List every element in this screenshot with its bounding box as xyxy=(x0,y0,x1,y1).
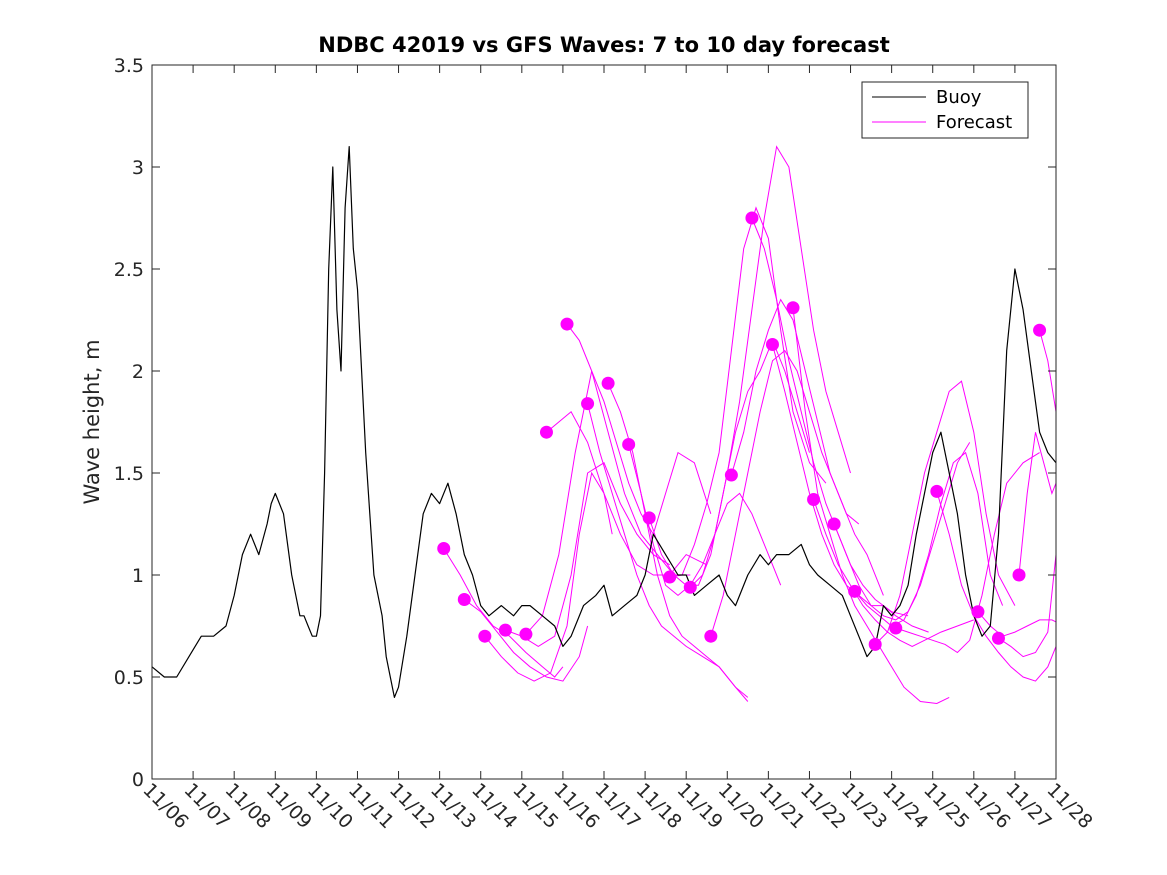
forecast-markers xyxy=(437,211,1047,651)
y-tick-label: 1.5 xyxy=(114,463,144,485)
chart-title: NDBC 42019 vs GFS Waves: 7 to 10 day for… xyxy=(318,33,889,57)
y-tick-label: 0.5 xyxy=(114,667,144,689)
forecast-start-marker xyxy=(642,511,656,525)
forecast-start-marker xyxy=(807,493,821,507)
forecast-series-line-10 xyxy=(628,444,782,597)
forecast-series-line-21 xyxy=(854,451,1004,627)
forecast-series-line-25 xyxy=(977,611,1057,637)
forecast-start-marker xyxy=(498,623,512,637)
forecast-series-line-26 xyxy=(998,554,1057,658)
forecast-start-marker xyxy=(848,584,862,598)
forecast-start-marker xyxy=(663,570,677,584)
forecast-start-marker xyxy=(457,592,471,606)
forecast-series-line-15 xyxy=(730,298,884,596)
forecast-start-marker xyxy=(683,580,697,594)
forecast-start-marker xyxy=(991,631,1005,645)
forecast-series-line-7 xyxy=(566,323,712,536)
forecast-start-marker xyxy=(622,437,636,451)
y-axis-label: Wave height, m xyxy=(80,339,104,504)
forecast-start-marker xyxy=(971,605,985,619)
forecast-start-marker xyxy=(478,629,492,643)
legend-label-forecast: Forecast xyxy=(936,112,1012,133)
forecast-start-marker xyxy=(827,517,841,531)
forecast-start-marker xyxy=(1012,568,1026,582)
forecast-start-marker xyxy=(601,376,615,390)
forecast-series-line-1 xyxy=(443,548,564,678)
y-tick-label: 3.5 xyxy=(114,55,144,77)
forecast-start-marker xyxy=(930,484,944,498)
forecast-start-marker xyxy=(1033,323,1047,337)
forecast-series-line-24 xyxy=(936,491,1057,682)
forecast-series-line-16 xyxy=(751,217,909,617)
y-tick-label: 0 xyxy=(132,769,144,791)
legend: Buoy Forecast xyxy=(861,81,1029,139)
forecast-start-marker xyxy=(765,337,779,351)
forecast-series-line-3 xyxy=(484,471,613,682)
forecast-start-marker xyxy=(560,317,574,331)
forecast-series-line-23 xyxy=(895,452,1040,654)
forecast-start-marker xyxy=(889,621,903,635)
forecast-series-line-20 xyxy=(833,442,971,621)
y-tick-label: 1 xyxy=(132,565,144,587)
forecast-series-line-13 xyxy=(689,145,851,588)
forecast-series-line-6 xyxy=(546,411,707,576)
y-axis-ticks: 0 0.5 1 1.5 2 2.5 3 3.5 xyxy=(114,55,1056,791)
forecast-start-marker xyxy=(519,627,533,641)
forecast-series-line-28 xyxy=(1039,330,1057,412)
forecast-start-marker xyxy=(868,637,882,651)
forecast-series-line-12 xyxy=(669,206,827,578)
buoy-line xyxy=(151,146,1057,698)
forecast-series-line-5 xyxy=(525,370,691,635)
forecast-start-marker xyxy=(724,468,738,482)
forecast-start-marker xyxy=(539,425,553,439)
buoy-series-line xyxy=(151,146,1057,698)
forecast-start-marker xyxy=(581,397,595,411)
forecast-series-line-4 xyxy=(505,462,670,647)
plot-area xyxy=(152,65,1056,779)
forecast-start-marker xyxy=(437,541,451,555)
y-tick-label: 2.5 xyxy=(114,259,144,281)
y-tick-label: 3 xyxy=(132,157,144,179)
forecast-series-line-2 xyxy=(464,599,589,682)
forecast-series-line-27 xyxy=(1018,432,1057,576)
forecast-start-marker xyxy=(704,629,718,643)
forecast-series-line-18 xyxy=(792,307,950,705)
forecast-start-marker xyxy=(745,211,759,225)
legend-label-buoy: Buoy xyxy=(936,87,982,108)
legend-box xyxy=(861,81,1029,139)
forecast-series-line-22 xyxy=(874,380,1016,645)
y-tick-label: 2 xyxy=(132,361,144,383)
forecast-start-marker xyxy=(786,301,800,315)
